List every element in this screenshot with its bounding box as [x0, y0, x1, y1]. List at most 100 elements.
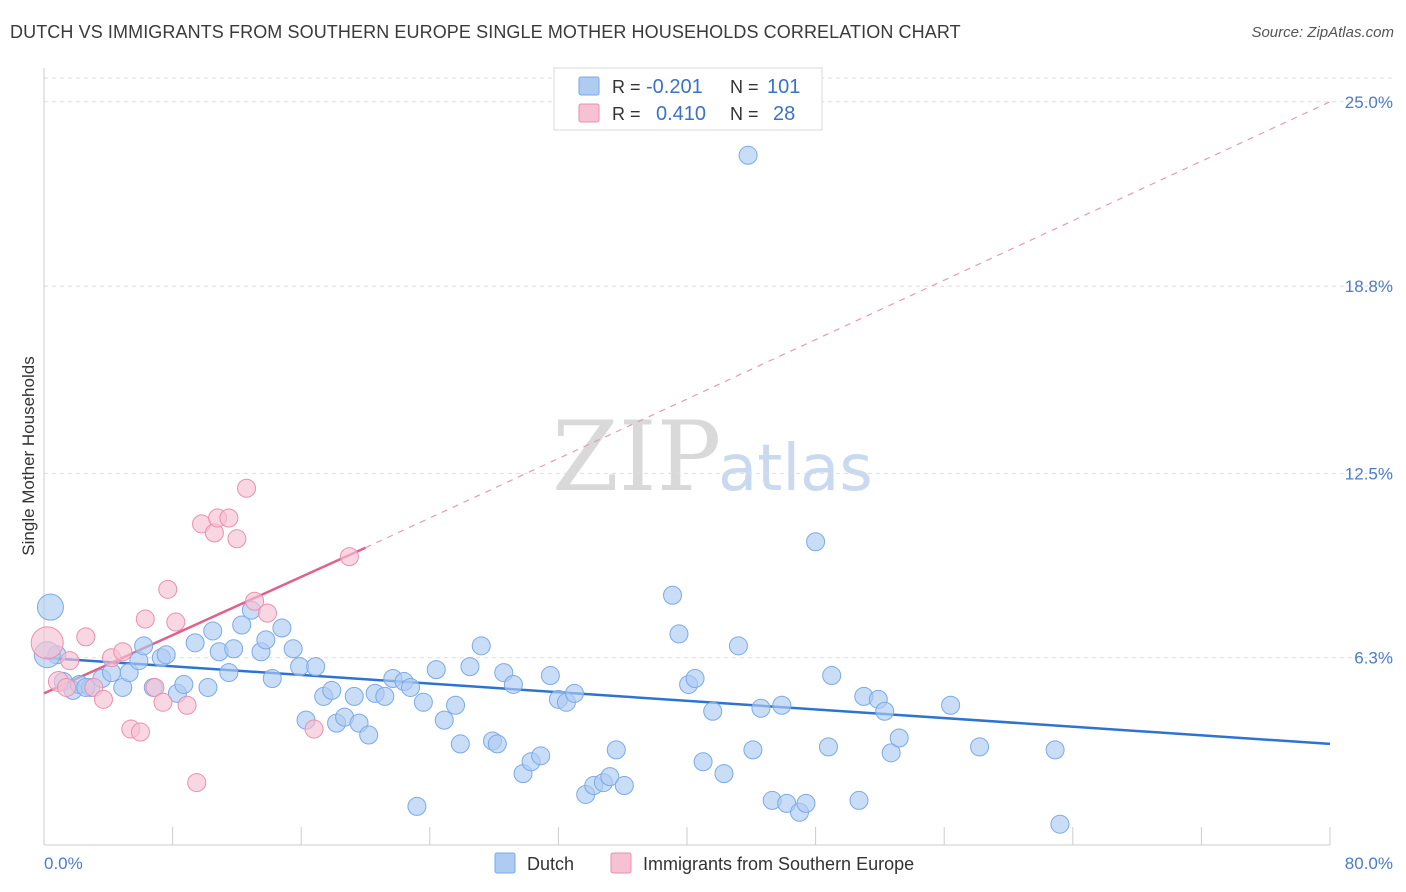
- dutch-point-88: [822, 666, 842, 686]
- dutch-point-60: [540, 666, 560, 686]
- dutch-point-21: [219, 663, 239, 683]
- dutch-point-80: [751, 698, 771, 718]
- dutch-point-47: [426, 660, 446, 680]
- bottom-legend-swatch-immigrants: [610, 852, 632, 874]
- legend-r-label-immigrants: R =: [612, 104, 641, 124]
- bottom-legend-swatch-dutch: [494, 852, 516, 874]
- dutch-point-85: [796, 793, 816, 813]
- dutch-point-77: [728, 636, 748, 656]
- y-axis-label: Single Mother Households: [19, 356, 38, 555]
- immigrants-point-21: [227, 529, 247, 549]
- dutch-point-17: [185, 633, 205, 653]
- immigrants-point-20: [219, 508, 239, 528]
- dutch-point-79: [743, 740, 763, 760]
- immigrants-point-15: [177, 695, 197, 715]
- dutch-point-14: [156, 645, 176, 665]
- dutch-point-27: [262, 669, 282, 689]
- dutch-point-29: [283, 639, 303, 659]
- immigrants-point-23: [245, 591, 265, 611]
- immigrants-point-13: [158, 579, 178, 599]
- dutch-point-54: [487, 734, 507, 754]
- immigrants-point-10: [135, 609, 155, 629]
- immigrants-point-16: [187, 773, 207, 793]
- tick-labels: 6.3% 12.5% 18.8% 25.0% 0.0% 80.0%: [44, 93, 1393, 873]
- dutch-point-34: [322, 680, 342, 700]
- y-tick-label-0: 6.3%: [1354, 649, 1393, 668]
- immigrants-point-24: [257, 603, 277, 623]
- immigrants-point-0: [30, 626, 64, 660]
- immigrants-point-25: [304, 719, 324, 739]
- legend-n-label-immigrants: N =: [730, 104, 759, 124]
- dutch-point-50: [450, 734, 470, 754]
- legend-n-value-dutch: 101: [767, 76, 800, 98]
- dutch-point-73: [685, 669, 705, 689]
- dutch-point-98: [1050, 814, 1070, 834]
- dutch-point-45: [407, 796, 427, 816]
- y-tick-label-2: 18.8%: [1345, 277, 1393, 296]
- dutch-point-92: [875, 701, 895, 721]
- legend-r-value-immigrants: 0.410: [656, 103, 706, 125]
- dutch-point-22: [224, 639, 244, 659]
- dutch-point-75: [703, 701, 723, 721]
- immigrants-point-11: [145, 677, 165, 697]
- dutch-point-86: [806, 532, 826, 552]
- dutch-point-93: [881, 743, 901, 763]
- dutch-point-30: [290, 657, 310, 677]
- dutch-point-82: [772, 695, 792, 715]
- dutch-point-78: [738, 145, 758, 165]
- data-points: [30, 145, 1070, 834]
- legend-box: R = -0.201 N = 101 R = 0.410 N = 28: [553, 67, 823, 131]
- dutch-point-59: [531, 746, 551, 766]
- dutch-point-76: [714, 764, 734, 784]
- dutch-point-0: [36, 593, 64, 621]
- dutch-point-87: [818, 737, 838, 757]
- immigrants-point-22: [237, 478, 257, 498]
- dutch-point-18: [198, 677, 218, 697]
- legend-r-label-dutch: R =: [612, 77, 641, 97]
- dutch-point-89: [849, 790, 869, 810]
- dutch-point-48: [434, 710, 454, 730]
- gridlines: [44, 77, 1392, 659]
- y-tick-label-1: 12.5%: [1345, 464, 1393, 483]
- dutch-point-39: [359, 725, 379, 745]
- immigrants-point-7: [113, 642, 133, 662]
- dutch-point-46: [413, 692, 433, 712]
- dutch-trend-line: [43, 656, 1331, 746]
- legend-n-label-dutch: N =: [730, 77, 759, 97]
- immigrants-point-2: [57, 677, 77, 697]
- bottom-legend-dutch: Dutch: [527, 854, 574, 874]
- immigrants-point-3: [76, 627, 96, 647]
- dutch-point-67: [600, 767, 620, 787]
- dutch-point-94: [889, 728, 909, 748]
- dutch-point-96: [970, 737, 990, 757]
- dutch-point-26: [256, 630, 276, 650]
- bottom-legend: Dutch Immigrants from Southern Europe: [494, 852, 914, 874]
- dutch-point-28: [272, 618, 292, 638]
- dutch-point-95: [941, 695, 961, 715]
- x-tick-label-min: 0.0%: [44, 854, 83, 873]
- dutch-point-44: [401, 677, 421, 697]
- immigrants-point-27: [339, 547, 359, 567]
- dutch-point-41: [375, 686, 395, 706]
- dutch-point-97: [1045, 740, 1065, 760]
- legend-n-value-immigrants: 28: [773, 103, 795, 125]
- dutch-point-19: [203, 621, 223, 641]
- watermark-zip: ZIP: [552, 401, 721, 513]
- dutch-point-68: [606, 740, 626, 760]
- immigrants-point-12: [153, 692, 173, 712]
- dutch-point-70: [663, 585, 683, 605]
- immigrants-trend-line: [43, 546, 367, 695]
- legend-swatch-dutch: [578, 76, 600, 96]
- dutch-point-63: [564, 683, 584, 703]
- immigrants-point-9: [130, 722, 150, 742]
- dutch-point-52: [471, 636, 491, 656]
- dutch-point-11: [134, 636, 154, 656]
- dutch-point-51: [460, 657, 480, 677]
- x-tick-label-max: 80.0%: [1345, 854, 1393, 873]
- watermark-atlas: atlas: [718, 432, 873, 506]
- chart-title: DUTCH VS IMMIGRANTS FROM SOUTHERN EUROPE…: [10, 22, 961, 42]
- dutch-point-49: [446, 695, 466, 715]
- immigrants-point-5: [93, 689, 113, 709]
- dutch-point-56: [503, 674, 523, 694]
